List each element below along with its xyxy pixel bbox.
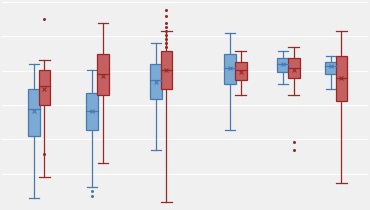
Bar (325, 62, 337, 74)
Bar (336, 56, 347, 101)
Bar (86, 93, 98, 130)
Bar (288, 58, 300, 78)
Bar (224, 54, 236, 84)
Bar (39, 70, 50, 105)
Bar (97, 54, 109, 95)
Bar (277, 58, 289, 72)
Bar (150, 64, 162, 99)
Bar (235, 62, 246, 80)
Bar (28, 89, 40, 136)
Bar (161, 51, 172, 89)
